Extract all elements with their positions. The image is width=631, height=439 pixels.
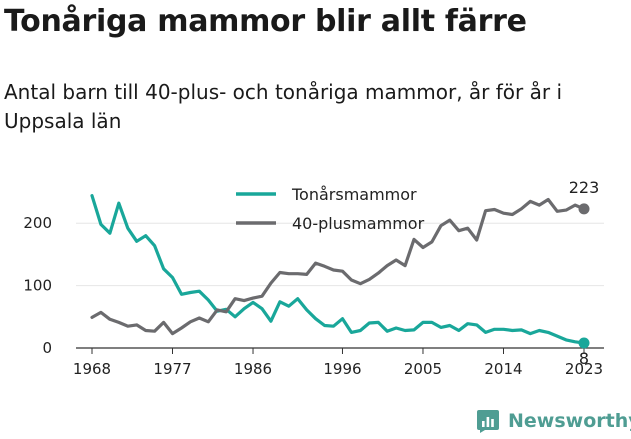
- y-tick-label: 0: [42, 339, 52, 357]
- y-tick-label: 100: [23, 277, 52, 295]
- end-value-label: 223: [569, 178, 600, 197]
- series-line-ton-rsmammor: [90, 194, 586, 345]
- chart-subtitle: Antal barn till 40-plus- och tonåriga ma…: [4, 80, 563, 133]
- y-tick-label: 200: [23, 214, 52, 232]
- x-tick-label: 1986: [234, 360, 272, 378]
- series-lines: [90, 194, 590, 349]
- end-labels: 8 223: [569, 178, 600, 368]
- end-value-label: 8: [579, 349, 589, 368]
- legend-label: 40-plusmammor: [292, 214, 425, 233]
- newsworthy-logo-icon: [477, 410, 499, 433]
- series-line-40-plusmammor: [90, 197, 586, 336]
- series-end-point-40-plusmammor: [578, 203, 590, 215]
- x-tick-label: 2023: [565, 360, 603, 378]
- newsworthy-logo: Newsworthy: [476, 408, 631, 434]
- axes: 0 100 200 1968 1977 1986 1996 2005 2014 2023: [23, 214, 604, 378]
- x-tick-label: 1996: [323, 360, 361, 378]
- x-tick-label: 1977: [153, 360, 191, 378]
- brand-name: Newsworthy: [508, 410, 631, 432]
- legend: Tonårsmammor 40-plusmammor: [236, 185, 425, 233]
- chart-title: Tonåriga mammor blir allt färre: [4, 4, 527, 39]
- series-end-point-ton-rsmammor: [578, 337, 590, 349]
- x-tick-label: 1968: [73, 360, 111, 378]
- x-tick-label: 2005: [404, 360, 442, 378]
- legend-label: Tonårsmammor: [291, 185, 417, 204]
- x-tick-label: 2014: [484, 360, 522, 378]
- gridlines: [76, 222, 604, 287]
